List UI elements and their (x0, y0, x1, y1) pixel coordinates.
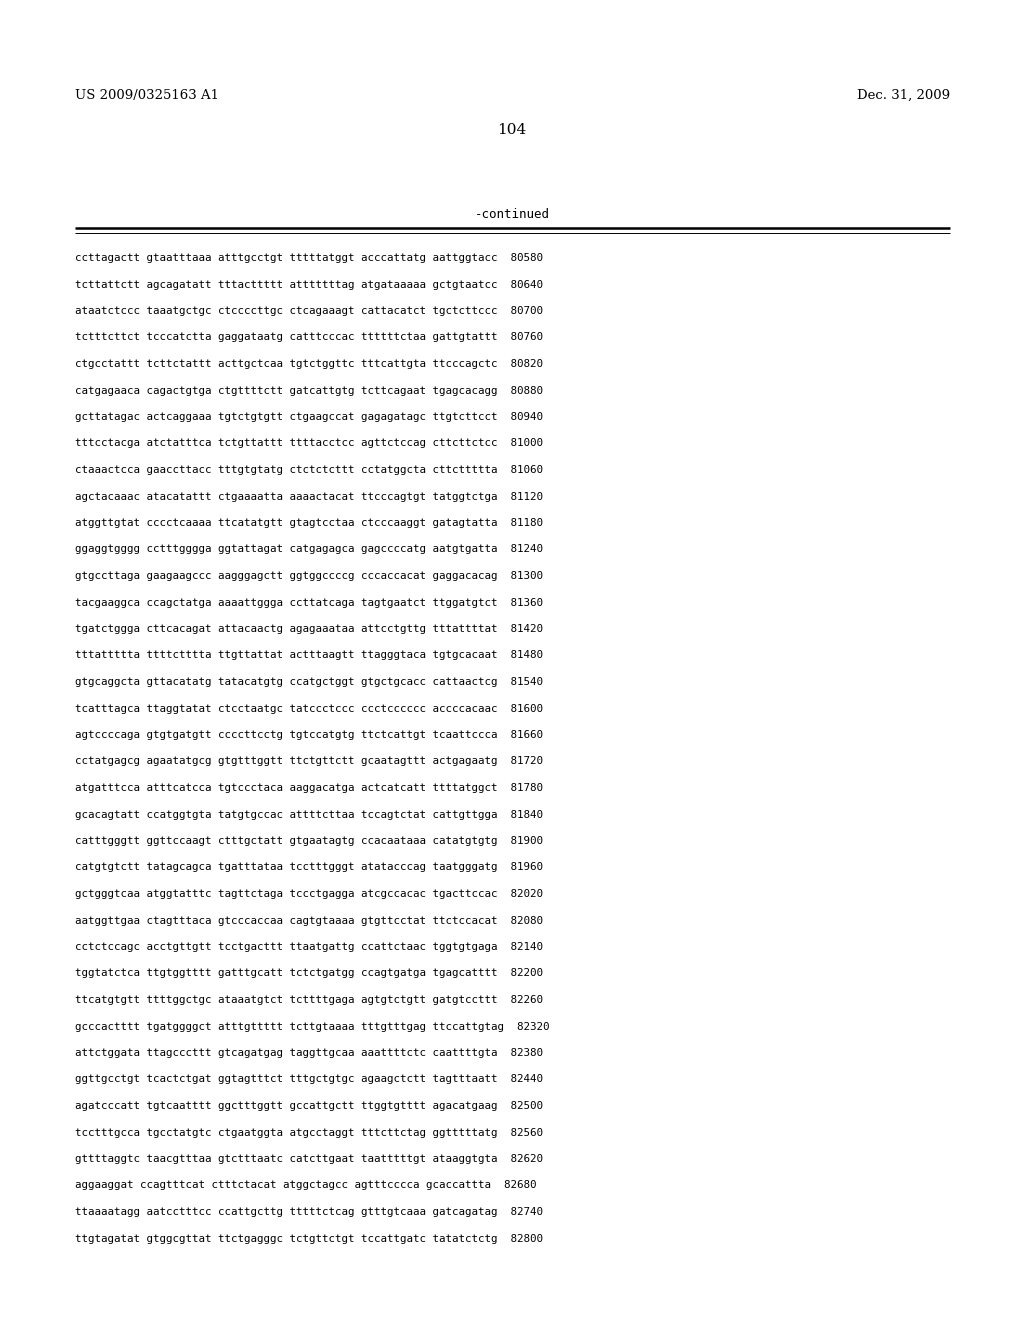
Text: ccttagactt gtaatttaaa atttgcctgt tttttatggt acccattatg aattggtacc  80580: ccttagactt gtaatttaaa atttgcctgt tttttat… (75, 253, 543, 263)
Text: ataatctccc taaatgctgc ctccccttgc ctcagaaagt cattacatct tgctcttccc  80700: ataatctccc taaatgctgc ctccccttgc ctcagaa… (75, 306, 543, 315)
Text: ggttgcctgt tcactctgat ggtagtttct tttgctgtgc agaagctctt tagtttaatt  82440: ggttgcctgt tcactctgat ggtagtttct tttgctg… (75, 1074, 543, 1085)
Text: catttgggtt ggttccaagt ctttgctatt gtgaatagtg ccacaataaa catatgtgtg  81900: catttgggtt ggttccaagt ctttgctatt gtgaata… (75, 836, 543, 846)
Text: agtccccaga gtgtgatgtt ccccttcctg tgtccatgtg ttctcattgt tcaattccca  81660: agtccccaga gtgtgatgtt ccccttcctg tgtccat… (75, 730, 543, 741)
Text: aggaaggat ccagtttcat ctttctacat atggctagcc agtttcccca gcaccattta  82680: aggaaggat ccagtttcat ctttctacat atggctag… (75, 1180, 537, 1191)
Text: gcccactttt tgatggggct atttgttttt tcttgtaaaa tttgtttgag ttccattgtag  82320: gcccactttt tgatggggct atttgttttt tcttgta… (75, 1022, 550, 1031)
Text: 104: 104 (498, 123, 526, 137)
Text: ttcatgtgtt ttttggctgc ataaatgtct tcttttgaga agtgtctgtt gatgtccttt  82260: ttcatgtgtt ttttggctgc ataaatgtct tcttttg… (75, 995, 543, 1005)
Text: tgatctggga cttcacagat attacaactg agagaaataa attcctgttg tttattttat  81420: tgatctggga cttcacagat attacaactg agagaaa… (75, 624, 543, 634)
Text: aatggttgaa ctagtttaca gtcccaccaa cagtgtaaaa gtgttcctat ttctccacat  82080: aatggttgaa ctagtttaca gtcccaccaa cagtgta… (75, 916, 543, 925)
Text: atgatttcca atttcatcca tgtccctaca aaggacatga actcatcatt ttttatggct  81780: atgatttcca atttcatcca tgtccctaca aaggaca… (75, 783, 543, 793)
Text: ctaaactcca gaaccttacc tttgtgtatg ctctctcttt cctatggcta cttcttttta  81060: ctaaactcca gaaccttacc tttgtgtatg ctctctc… (75, 465, 543, 475)
Text: catgtgtctt tatagcagca tgatttataa tcctttgggt atatacccag taatgggatg  81960: catgtgtctt tatagcagca tgatttataa tcctttg… (75, 862, 543, 873)
Text: Dec. 31, 2009: Dec. 31, 2009 (857, 88, 950, 102)
Text: agatcccatt tgtcaatttt ggctttggtt gccattgctt ttggtgtttt agacatgaag  82500: agatcccatt tgtcaatttt ggctttggtt gccattg… (75, 1101, 543, 1111)
Text: gctgggtcaa atggtatttc tagttctaga tccctgagga atcgccacac tgacttccac  82020: gctgggtcaa atggtatttc tagttctaga tccctga… (75, 888, 543, 899)
Text: gcacagtatt ccatggtgta tatgtgccac attttcttaa tccagtctat cattgttgga  81840: gcacagtatt ccatggtgta tatgtgccac attttct… (75, 809, 543, 820)
Text: catgagaaca cagactgtga ctgttttctt gatcattgtg tcttcagaat tgagcacagg  80880: catgagaaca cagactgtga ctgttttctt gatcatt… (75, 385, 543, 396)
Text: ttaaaatagg aatcctttcc ccattgcttg tttttctcag gtttgtcaaa gatcagatag  82740: ttaaaatagg aatcctttcc ccattgcttg tttttct… (75, 1206, 543, 1217)
Text: -continued: -continued (474, 209, 550, 222)
Text: tcttattctt agcagatatt tttacttttt atttttttag atgataaaaa gctgtaatcc  80640: tcttattctt agcagatatt tttacttttt atttttt… (75, 280, 543, 289)
Text: ctgcctattt tcttctattt acttgctcaa tgtctggttc tttcattgta ttcccagctc  80820: ctgcctattt tcttctattt acttgctcaa tgtctgg… (75, 359, 543, 370)
Text: gtgcaggcta gttacatatg tatacatgtg ccatgctggt gtgctgcacc cattaactcg  81540: gtgcaggcta gttacatatg tatacatgtg ccatgct… (75, 677, 543, 686)
Text: ttgtagatat gtggcgttat ttctgagggc tctgttctgt tccattgatc tatatctctg  82800: ttgtagatat gtggcgttat ttctgagggc tctgttc… (75, 1233, 543, 1243)
Text: tttcctacga atctatttca tctgttattt ttttacctcc agttctccag cttcttctcc  81000: tttcctacga atctatttca tctgttattt ttttacc… (75, 438, 543, 449)
Text: tctttcttct tcccatctta gaggataatg catttcccac ttttttctaa gattgtattt  80760: tctttcttct tcccatctta gaggataatg catttcc… (75, 333, 543, 342)
Text: ggaggtgggg cctttgggga ggtattagat catgagagca gagccccatg aatgtgatta  81240: ggaggtgggg cctttgggga ggtattagat catgaga… (75, 544, 543, 554)
Text: tacgaaggca ccagctatga aaaattggga ccttatcaga tagtgaatct ttggatgtct  81360: tacgaaggca ccagctatga aaaattggga ccttatc… (75, 598, 543, 607)
Text: agctacaaac atacatattt ctgaaaatta aaaactacat ttcccagtgt tatggtctga  81120: agctacaaac atacatattt ctgaaaatta aaaacta… (75, 491, 543, 502)
Text: tggtatctca ttgtggtttt gatttgcatt tctctgatgg ccagtgatga tgagcatttt  82200: tggtatctca ttgtggtttt gatttgcatt tctctga… (75, 969, 543, 978)
Text: attctggata ttagcccttt gtcagatgag taggttgcaa aaattttctc caattttgta  82380: attctggata ttagcccttt gtcagatgag taggttg… (75, 1048, 543, 1059)
Text: cctatgagcg agaatatgcg gtgtttggtt ttctgttctt gcaatagttt actgagaatg  81720: cctatgagcg agaatatgcg gtgtttggtt ttctgtt… (75, 756, 543, 767)
Text: tcctttgcca tgcctatgtc ctgaatggta atgcctaggt tttcttctag ggtttttatg  82560: tcctttgcca tgcctatgtc ctgaatggta atgccta… (75, 1127, 543, 1138)
Text: atggttgtat cccctcaaaa ttcatatgtt gtagtcctaa ctcccaaggt gatagtatta  81180: atggttgtat cccctcaaaa ttcatatgtt gtagtcc… (75, 517, 543, 528)
Text: tttattttta ttttctttta ttgttattat actttaagtt ttagggtaca tgtgcacaat  81480: tttattttta ttttctttta ttgttattat actttaa… (75, 651, 543, 660)
Text: gttttaggtc taacgtttaa gtctttaatc catcttgaat taatttttgt ataaggtgta  82620: gttttaggtc taacgtttaa gtctttaatc catcttg… (75, 1154, 543, 1164)
Text: gtgccttaga gaagaagccc aagggagctt ggtggccccg cccaccacat gaggacacag  81300: gtgccttaga gaagaagccc aagggagctt ggtggcc… (75, 572, 543, 581)
Text: US 2009/0325163 A1: US 2009/0325163 A1 (75, 88, 219, 102)
Text: cctctccagc acctgttgtt tcctgacttt ttaatgattg ccattctaac tggtgtgaga  82140: cctctccagc acctgttgtt tcctgacttt ttaatga… (75, 942, 543, 952)
Text: gcttatagac actcaggaaa tgtctgtgtt ctgaagccat gagagatagc ttgtcttcct  80940: gcttatagac actcaggaaa tgtctgtgtt ctgaagc… (75, 412, 543, 422)
Text: tcatttagca ttaggtatat ctcctaatgc tatccctccc ccctcccccc accccacaac  81600: tcatttagca ttaggtatat ctcctaatgc tatccct… (75, 704, 543, 714)
